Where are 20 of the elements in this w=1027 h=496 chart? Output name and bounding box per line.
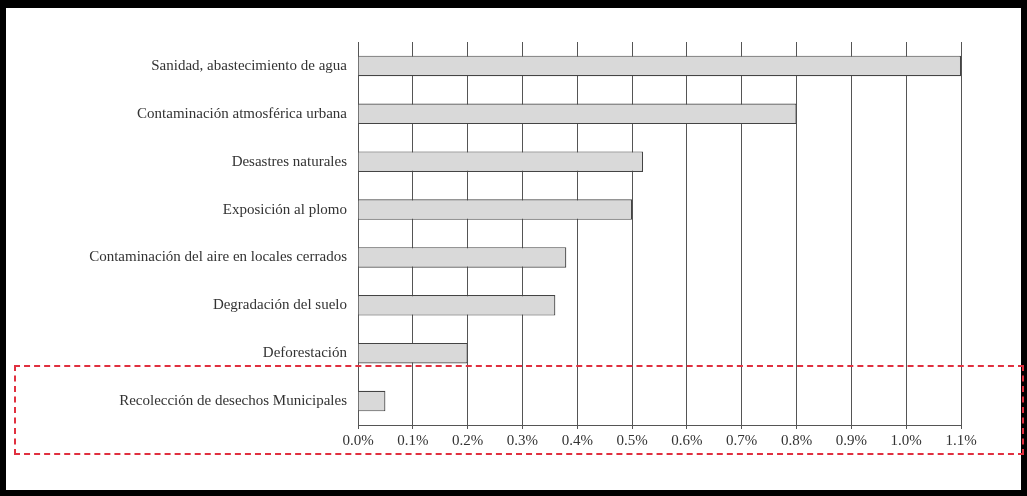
x-tick-label: 0.6%: [671, 431, 703, 448]
x-tick-label: 1.0%: [890, 431, 922, 448]
y-tick-label: Degradación del suelo: [212, 296, 347, 313]
y-tick-label: Sanidad, abastecimiento de agua: [151, 56, 348, 73]
x-tick-label: 0.8%: [780, 431, 813, 448]
x-tick-label: 0.3%: [506, 431, 539, 448]
x-tick-label: 0.2%: [452, 431, 484, 448]
x-tick-label: 0.9%: [835, 431, 867, 448]
x-tick-label: 1.1%: [945, 431, 977, 448]
y-tick-label: Contaminación del aire en locales cerrados: [89, 248, 348, 265]
x-tick-label: 0.7%: [726, 431, 758, 448]
x-tick-label: 0.5%: [616, 431, 648, 448]
x-tick-label: 0.0%: [342, 431, 374, 448]
y-tick-label: Exposición al plomo: [222, 200, 347, 217]
x-tick-label: 0.4%: [561, 431, 593, 448]
y-tick-label: Contaminación atmosférica urbana: [137, 104, 348, 121]
y-tick-label: Deforestación: [262, 344, 348, 361]
x-tick-label: 0.1%: [397, 431, 429, 448]
y-tick-label: Recolección de desechos Municipales: [119, 392, 348, 408]
y-tick-label: Desastres naturales: [231, 152, 348, 169]
